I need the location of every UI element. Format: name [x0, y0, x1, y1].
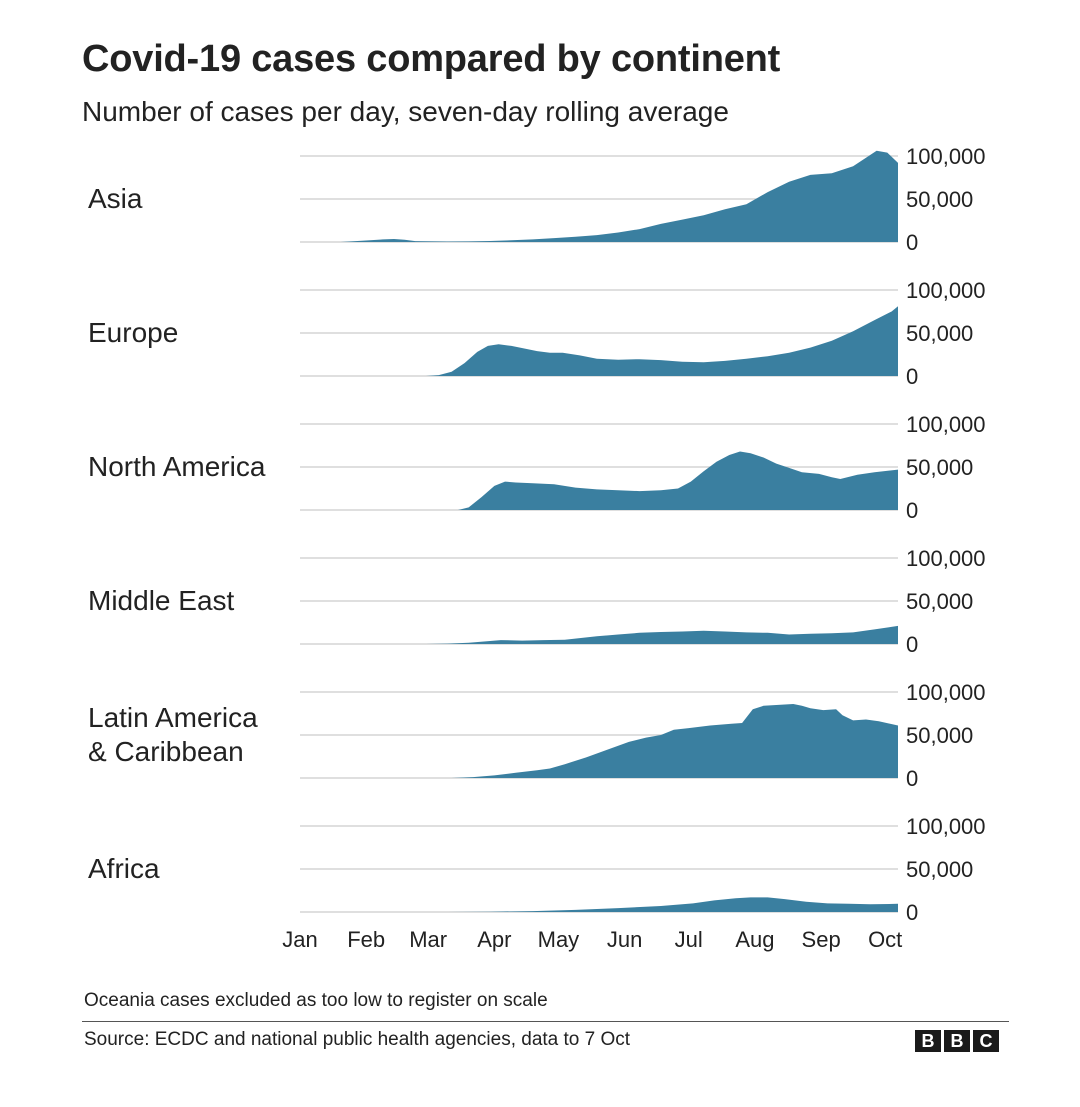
y-tick-label: 50,000 [906, 187, 973, 212]
y-tick-label: 50,000 [906, 723, 973, 748]
area-series [300, 897, 898, 912]
source-text: Source: ECDC and national public health … [84, 1029, 631, 1050]
y-tick-label: 0 [906, 230, 918, 255]
panel-north-america: 0 50,000 100,000 North America [88, 412, 986, 523]
x-tick-label: Apr [477, 927, 511, 952]
y-tick-label: 100,000 [906, 278, 986, 303]
panel-africa: 0 50,000 100,000 Africa [88, 814, 986, 925]
bbc-logo-letter: B [944, 1030, 970, 1052]
y-tick-label: 50,000 [906, 857, 973, 882]
x-tick-label: Feb [347, 927, 385, 952]
panel-latin-america-caribbean: 0 50,000 100,000 Latin America& Caribbean [88, 680, 986, 791]
panel-middle-east: 0 50,000 100,000 Middle East [88, 546, 986, 657]
bbc-logo-letter: C [973, 1030, 999, 1052]
x-tick-label: Sep [802, 927, 841, 952]
x-tick-label: Jan [282, 927, 317, 952]
series-label: North America [88, 451, 266, 482]
footnote: Oceania cases excluded as too low to reg… [84, 990, 548, 1011]
bbc-logo: B B C [915, 1030, 999, 1052]
y-tick-label: 50,000 [906, 455, 973, 480]
series-label: & Caribbean [88, 736, 244, 767]
y-tick-label: 0 [906, 900, 918, 925]
y-tick-label: 100,000 [906, 412, 986, 437]
panel-europe: 0 50,000 100,000 Europe [88, 278, 986, 389]
panel-asia: 0 50,000 100,000 Asia [88, 144, 986, 255]
y-tick-label: 100,000 [906, 680, 986, 705]
area-series [300, 306, 898, 376]
y-tick-label: 100,000 [906, 814, 986, 839]
area-series [300, 704, 898, 778]
y-tick-label: 100,000 [906, 546, 986, 571]
y-tick-label: 0 [906, 498, 918, 523]
bbc-logo-letter: B [915, 1030, 941, 1052]
chart-area: 0 50,000 100,000 Asia 0 50,000 100,000 Europe 0 5… [88, 144, 986, 952]
x-tick-label: Jun [607, 927, 642, 952]
y-tick-label: 50,000 [906, 589, 973, 614]
series-label: Latin America [88, 702, 258, 733]
x-tick-label: Oct [868, 927, 902, 952]
y-tick-label: 100,000 [906, 144, 986, 169]
x-tick-label: Aug [735, 927, 774, 952]
area-series [300, 625, 898, 644]
series-label: Asia [88, 183, 143, 214]
x-tick-label: May [538, 927, 580, 952]
chart-title: Covid-19 cases compared by continent [82, 38, 781, 80]
series-label: Middle East [88, 585, 235, 616]
footer-divider [82, 1021, 1009, 1022]
y-tick-label: 0 [906, 632, 918, 657]
area-series [300, 150, 898, 242]
chart-subtitle: Number of cases per day, seven-day rolli… [82, 96, 729, 127]
area-series [300, 451, 898, 510]
x-tick-label: Mar [409, 927, 447, 952]
series-label: Africa [88, 853, 160, 884]
x-tick-label: Jul [675, 927, 703, 952]
y-tick-label: 50,000 [906, 321, 973, 346]
y-tick-label: 0 [906, 766, 918, 791]
y-tick-label: 0 [906, 364, 918, 389]
series-label: Europe [88, 317, 178, 348]
